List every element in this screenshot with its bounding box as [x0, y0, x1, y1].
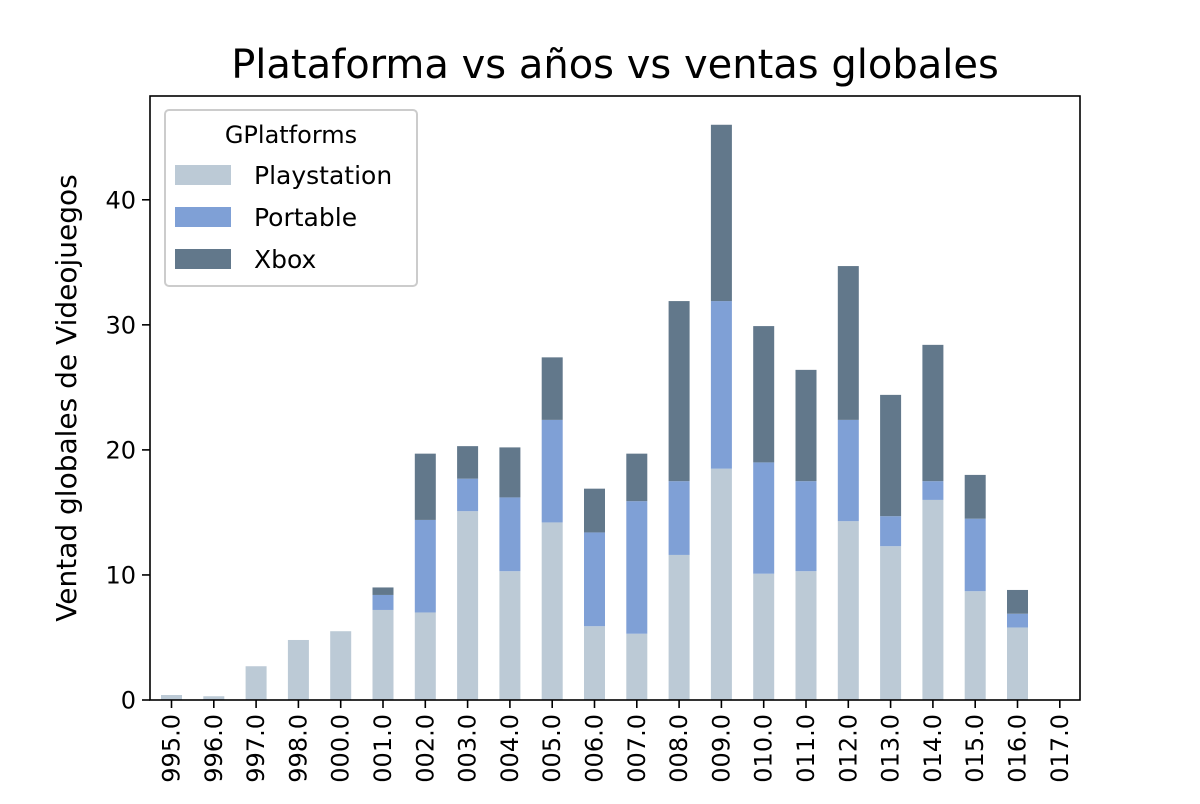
bar-playstation-2010.0: [753, 573, 775, 700]
x-tick-label: 009.0: [707, 714, 735, 783]
bar-portable-2002.0: [414, 519, 436, 613]
x-tick-label: 014.0: [919, 714, 947, 783]
x-tick-label: 000.0: [327, 714, 355, 783]
x-tick-label: 003.0: [454, 714, 482, 783]
x-tick-label: 011.0: [792, 714, 820, 783]
bar-xbox-2010.0: [753, 326, 775, 463]
bar-portable-2009.0: [710, 301, 732, 469]
bar-xbox-2005.0: [541, 357, 563, 420]
x-tick-label: 996.0: [200, 714, 228, 783]
bar-portable-2008.0: [668, 481, 690, 555]
y-tick-label: 40: [105, 186, 136, 214]
bar-playstation-2000.0: [330, 631, 352, 700]
bar-xbox-2013.0: [880, 394, 902, 517]
y-tick-labels: 0 10 20 30 40: [105, 186, 150, 715]
y-axis-label: Ventad globales de Videojuegos: [50, 174, 83, 621]
legend-label-playstation: Playstation: [254, 161, 392, 190]
legend-swatch-portable: [175, 207, 231, 227]
bar-playstation-2016.0: [1007, 627, 1028, 700]
bar-xbox-2014.0: [922, 344, 944, 482]
bar-playstation-1998.0: [287, 639, 309, 700]
bar-xbox-2007.0: [626, 453, 648, 502]
bar-portable-2003.0: [457, 478, 479, 512]
bar-playstation-2013.0: [880, 546, 902, 700]
bar-playstation-2015.0: [964, 591, 986, 700]
bar-portable-2014.0: [922, 481, 944, 500]
y-tick-label: 10: [105, 561, 136, 589]
bar-playstation-2001.0: [372, 609, 394, 700]
x-tick-label: 017.0: [1046, 714, 1074, 783]
x-tick-label: 013.0: [877, 714, 905, 783]
bar-portable-2015.0: [964, 518, 986, 592]
bar-playstation-1996.0: [203, 696, 225, 700]
bar-xbox-2002.0: [414, 453, 436, 520]
x-tick-label: 997.0: [242, 714, 270, 783]
x-tick-label: 015.0: [961, 714, 989, 783]
bar-portable-2005.0: [541, 419, 563, 523]
bar-xbox-2012.0: [837, 266, 859, 420]
bar-playstation-2007.0: [626, 633, 648, 700]
bar-playstation-2011.0: [795, 571, 817, 700]
bar-xbox-2006.0: [584, 488, 605, 533]
x-tick-label: 005.0: [538, 714, 566, 783]
bar-playstation-2009.0: [710, 468, 732, 700]
bar-portable-2010.0: [753, 462, 775, 574]
bar-xbox-2004.0: [499, 447, 521, 498]
x-tick-labels: 995.0 996.0 997.0 998.0 000.0 001.0 002.0 003.0…: [158, 700, 1074, 783]
x-tick-label: 008.0: [665, 714, 693, 783]
bar-xbox-2008.0: [668, 301, 690, 482]
x-tick-label: 010.0: [750, 714, 778, 783]
x-tick-label: 016.0: [1004, 714, 1032, 783]
bar-xbox-2009.0: [710, 124, 732, 302]
x-tick-label: 007.0: [623, 714, 651, 783]
bar-playstation-1997.0: [245, 666, 267, 700]
legend-swatch-xbox: [175, 249, 231, 269]
bar-portable-2016.0: [1007, 613, 1028, 628]
bar-playstation-2002.0: [414, 612, 436, 700]
axes-layer: [149, 95, 1081, 701]
bar-portable-2007.0: [626, 501, 648, 634]
bar-playstation-2004.0: [499, 571, 521, 700]
legend-label-xbox: Xbox: [254, 245, 316, 274]
bar-portable-2012.0: [837, 419, 859, 522]
bar-xbox-2015.0: [964, 474, 986, 519]
x-tick-label: 002.0: [411, 714, 439, 783]
legend-label-portable: Portable: [254, 203, 357, 232]
bar-portable-2001.0: [372, 594, 394, 610]
bar-xbox-2003.0: [457, 446, 479, 479]
y-tick-label: 0: [121, 687, 136, 715]
bar-playstation-2012.0: [837, 521, 859, 700]
y-tick-label: 30: [105, 311, 136, 339]
bar-playstation-2003.0: [457, 511, 479, 700]
bar-xbox-2001.0: [372, 587, 394, 595]
x-tick-label: 004.0: [496, 714, 524, 783]
bar-portable-2006.0: [584, 532, 605, 627]
legend-swatch-playstation: [175, 165, 231, 185]
legend-title: GPlatforms: [225, 121, 357, 149]
legend: GPlatforms Playstation Portable Xbox: [164, 109, 418, 287]
x-tick-label: 995.0: [158, 714, 186, 783]
bars-layer: [161, 124, 1028, 700]
bar-playstation-2008.0: [668, 554, 690, 700]
y-tick-label: 20: [105, 436, 136, 464]
x-tick-label: 012.0: [834, 714, 862, 783]
bar-playstation-2005.0: [541, 522, 563, 700]
x-tick-label: 998.0: [284, 714, 312, 783]
chart-title: Plataforma vs años vs ventas globales: [231, 42, 999, 88]
bar-playstation-2006.0: [584, 626, 605, 700]
legend-box: [164, 109, 418, 287]
bar-xbox-2016.0: [1007, 589, 1028, 614]
x-tick-label: 006.0: [581, 714, 609, 783]
bar-portable-2013.0: [880, 516, 902, 547]
x-tick-label: 001.0: [369, 714, 397, 783]
bar-portable-2011.0: [795, 481, 817, 572]
bar-xbox-2011.0: [795, 369, 817, 482]
plot-frame: [149, 95, 1081, 701]
bar-portable-2004.0: [499, 497, 521, 572]
bar-playstation-1995.0: [161, 694, 182, 700]
bar-playstation-2014.0: [922, 499, 944, 700]
